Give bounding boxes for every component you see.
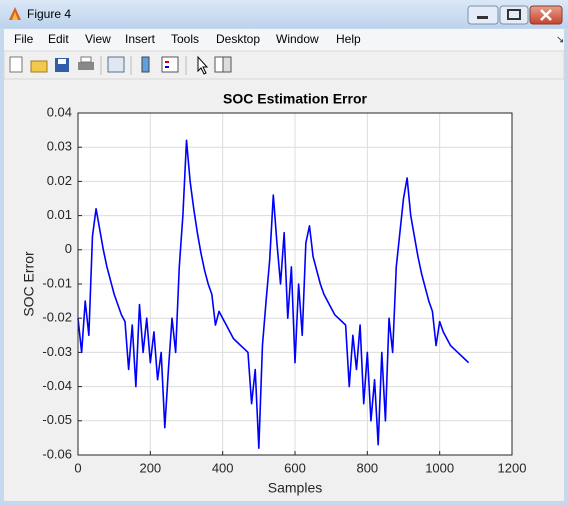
chart: SOC Estimation Error Samples SOC Error 0… <box>21 91 527 496</box>
data-line <box>77 139 470 449</box>
y-tick-label: 0.03 <box>47 139 72 154</box>
y-tick-label: 0.04 <box>47 104 72 119</box>
x-tick-label: 600 <box>284 460 306 475</box>
print-button[interactable] <box>78 56 94 70</box>
y-tick-label: -0.03 <box>42 344 72 359</box>
menu-item[interactable]: Edit <box>48 32 69 46</box>
y-tick-label: 0.01 <box>47 207 72 222</box>
app-icon <box>9 7 21 20</box>
x-tick-label: 1000 <box>425 460 454 475</box>
menu: File Edit View Insert Tools Desktop Window Help <box>14 32 361 46</box>
y-tick-label: -0.04 <box>42 378 72 393</box>
x-tick-label: 1200 <box>498 460 527 475</box>
window-title: Figure 4 <box>27 7 71 21</box>
x-axis-label: Samples <box>268 480 322 496</box>
y-tick-label: -0.02 <box>42 310 72 325</box>
link-plot-button[interactable] <box>107 56 125 73</box>
y-tick-label: -0.06 <box>42 446 72 461</box>
menu-item[interactable]: Insert <box>125 32 156 46</box>
menu-item[interactable]: Window <box>276 32 319 46</box>
new-figure-button[interactable] <box>9 56 23 73</box>
maximize-button[interactable] <box>499 5 529 25</box>
colorbar-button[interactable] <box>141 56 150 73</box>
menu-bar <box>4 29 564 51</box>
property-editor-button[interactable] <box>214 56 232 73</box>
axes-box <box>77 112 513 456</box>
minimize-button[interactable] <box>467 5 499 25</box>
y-tick-label: 0.02 <box>47 173 72 188</box>
x-tick-label: 0 <box>74 460 81 475</box>
y-tick-label: -0.05 <box>42 412 72 427</box>
menu-item[interactable]: File <box>14 32 34 46</box>
x-tick-label: 800 <box>356 460 378 475</box>
menu-item[interactable]: Tools <box>171 32 199 46</box>
y-tick-label: -0.01 <box>42 275 72 290</box>
legend-button[interactable] <box>161 56 179 73</box>
chart-title: SOC Estimation Error <box>223 91 367 107</box>
y-tick-label: 0 <box>65 241 72 256</box>
x-tick-label: 200 <box>139 460 161 475</box>
toolbar <box>3 50 565 80</box>
menu-item[interactable]: Help <box>336 32 361 46</box>
x-tick-label: 400 <box>212 460 234 475</box>
menu-arrow[interactable]: ↘ <box>556 35 564 46</box>
menu-item[interactable]: Desktop <box>216 32 260 46</box>
open-button[interactable] <box>30 60 48 73</box>
save-button[interactable] <box>55 58 69 72</box>
edit-plot-button[interactable] <box>197 55 209 75</box>
menu-item[interactable]: View <box>85 32 111 46</box>
y-axis-label: SOC Error <box>21 251 37 317</box>
toolbar-icons <box>9 55 232 75</box>
close-button[interactable] <box>529 5 563 25</box>
